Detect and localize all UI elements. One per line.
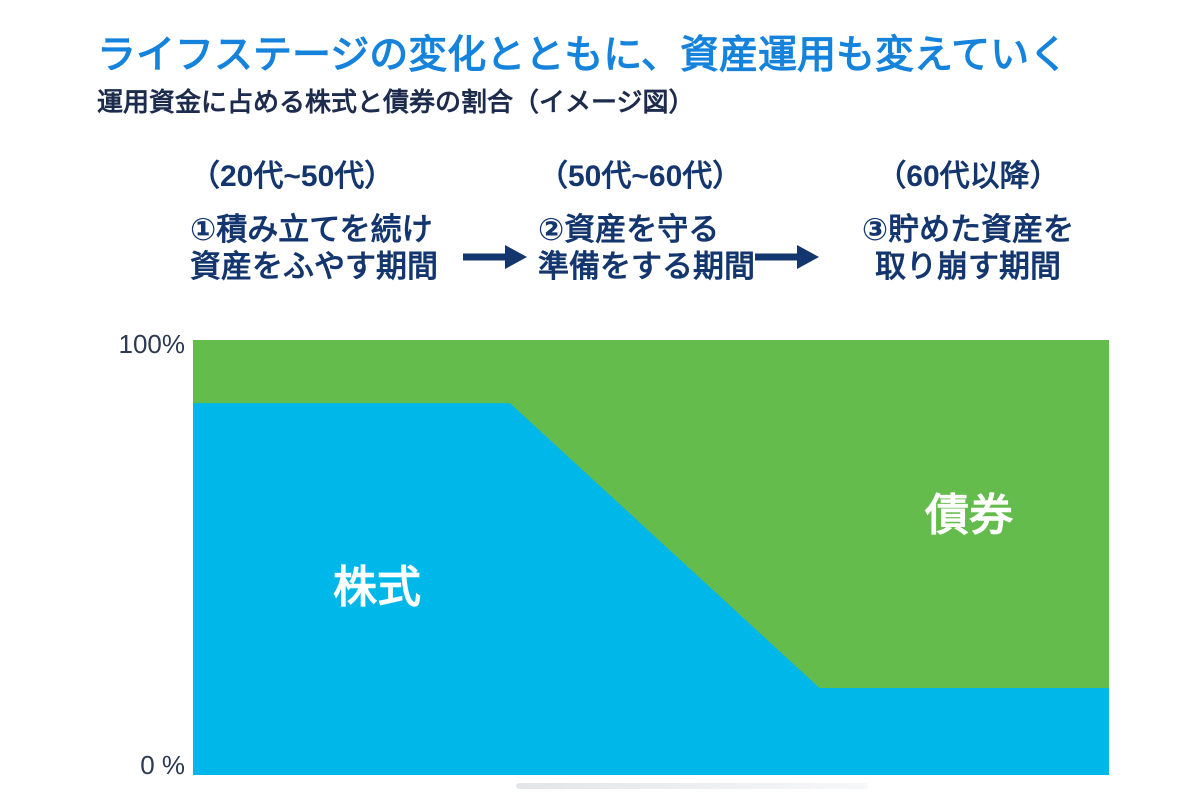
stage-3-desc-line1: ③貯めた資産を bbox=[861, 212, 1075, 247]
area-chart: 株式 債券 bbox=[193, 340, 1109, 775]
stage-1-desc-line1: ①積み立てを続け bbox=[190, 212, 433, 247]
stocks-polygon bbox=[193, 403, 1109, 775]
stage-2-desc-line2: 準備をする期間 bbox=[538, 249, 755, 284]
page-title: ライフステージの変化とともに、資産運用も変えていく bbox=[97, 34, 1069, 77]
stage-3-age-range: （60代以降） bbox=[876, 160, 1060, 193]
stage-3-desc-line2: 取り崩す期間 bbox=[875, 249, 1061, 284]
stage-1-age-range: （20代~50代） bbox=[190, 160, 395, 193]
y-axis-label-0: 0 % bbox=[140, 750, 185, 780]
stage-2-age-range: （50代~60代） bbox=[538, 160, 743, 193]
chart-svg bbox=[193, 403, 1109, 775]
bonds-area-label: 債券 bbox=[925, 491, 1013, 540]
stage-2-desc-line1: ②資産を守る bbox=[538, 212, 720, 247]
stage-2-block: （50代~60代） ②資産を守る 準備をする期間 bbox=[538, 158, 755, 285]
page-subtitle: 運用資金に占める株式と債券の割合（イメージ図） bbox=[97, 87, 695, 117]
stage-1-block: （20代~50代） ①積み立てを続け 資産をふやす期間 bbox=[190, 158, 438, 285]
y-axis-label-100: 100% bbox=[118, 329, 186, 359]
bottom-shadow-bar bbox=[516, 783, 868, 789]
stage-3-block: （60代以降） ③貯めた資産を 取り崩す期間 bbox=[852, 158, 1084, 285]
arrow-right-icon bbox=[463, 245, 527, 269]
stage-1-desc-line2: 資産をふやす期間 bbox=[190, 249, 438, 284]
arrow-right-icon bbox=[755, 245, 819, 269]
stocks-area-label: 株式 bbox=[333, 563, 421, 612]
